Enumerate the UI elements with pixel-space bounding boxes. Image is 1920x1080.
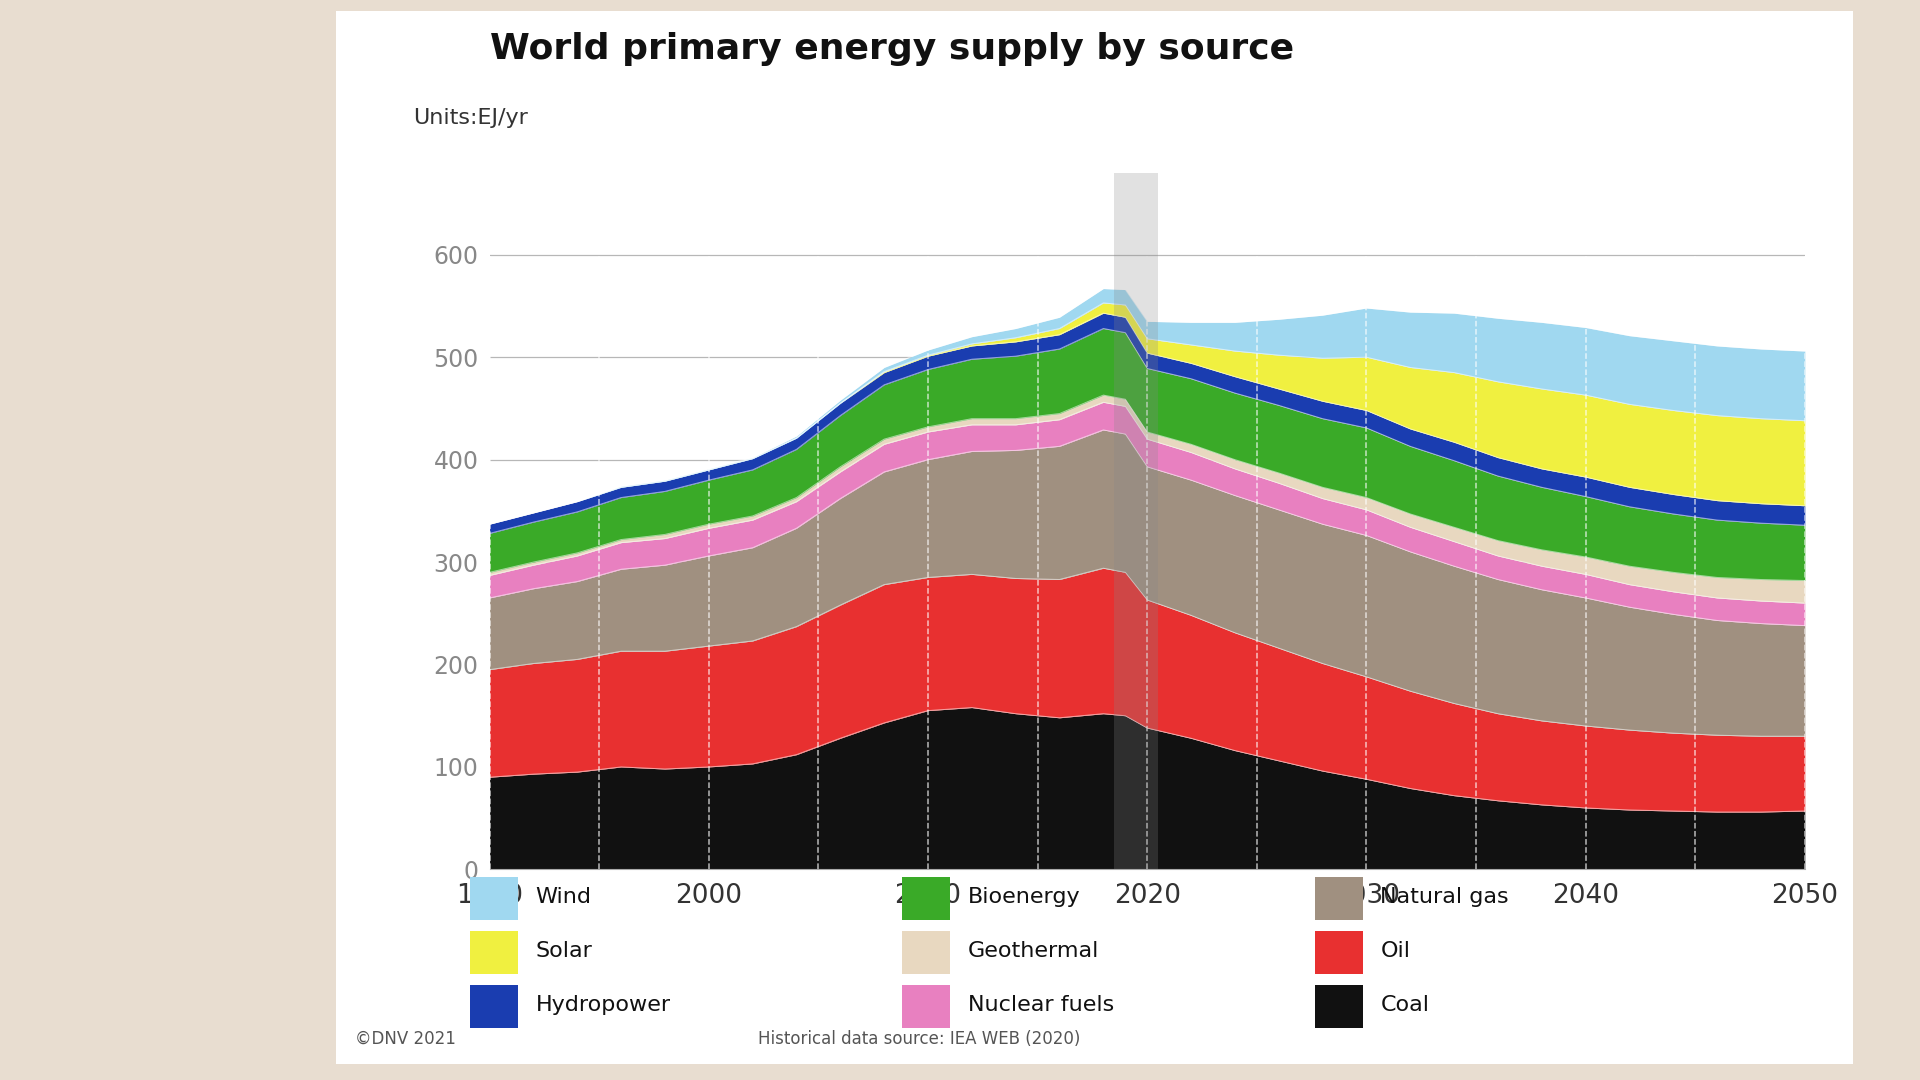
Text: Hydropower: Hydropower	[536, 996, 670, 1015]
Text: Oil: Oil	[1380, 942, 1411, 961]
Text: ©DNV 2021: ©DNV 2021	[355, 1029, 457, 1048]
Text: Solar: Solar	[536, 942, 593, 961]
Text: Coal: Coal	[1380, 996, 1430, 1015]
Text: Wind: Wind	[536, 888, 591, 907]
Text: Bioenergy: Bioenergy	[968, 888, 1081, 907]
Text: Units:EJ/yr: Units:EJ/yr	[413, 108, 528, 129]
Text: World primary energy supply by source: World primary energy supply by source	[490, 32, 1294, 66]
Text: Historical data source: IEA WEB (2020): Historical data source: IEA WEB (2020)	[758, 1029, 1081, 1048]
Bar	[1114, 173, 1158, 869]
Text: Geothermal: Geothermal	[968, 942, 1098, 961]
Text: Natural gas: Natural gas	[1380, 888, 1509, 907]
Text: Nuclear fuels: Nuclear fuels	[968, 996, 1114, 1015]
